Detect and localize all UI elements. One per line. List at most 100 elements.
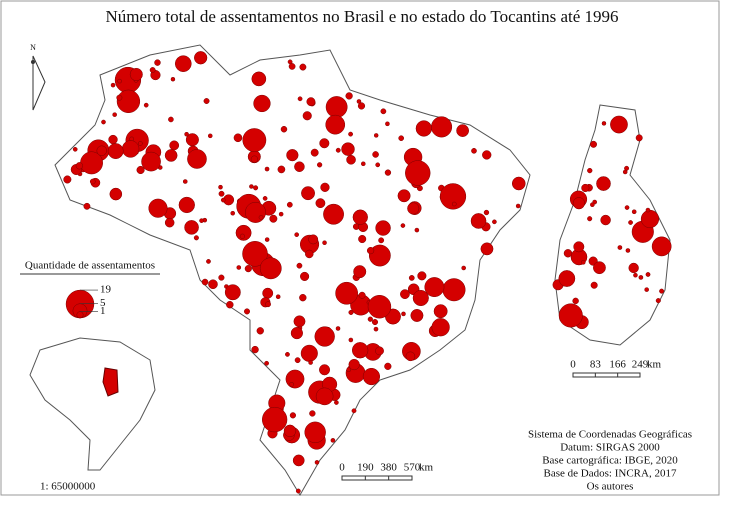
settlement-dot	[193, 235, 199, 241]
settlement-dot	[299, 294, 307, 302]
settlement-dot	[366, 246, 375, 255]
settlement-dot	[398, 135, 405, 142]
settlement-dot	[348, 309, 354, 315]
scale-unit: km	[419, 462, 434, 474]
settlement-dot	[283, 424, 297, 438]
settlement-dot	[601, 121, 607, 126]
settlement-dot	[308, 360, 313, 365]
settlement-dot	[587, 216, 593, 222]
settlement-dot	[600, 214, 611, 226]
settlement-dot	[628, 262, 639, 274]
settlement-dot	[348, 337, 354, 343]
settlement-dot	[412, 289, 429, 307]
settlement-dot	[335, 147, 341, 153]
settlement-dot	[407, 202, 420, 215]
settlement-dot	[572, 197, 585, 210]
settlement-dot	[72, 146, 78, 152]
settlement-dot	[590, 202, 595, 207]
settlement-dot	[285, 369, 305, 389]
settlement-dot	[264, 237, 270, 242]
settlement-dot	[361, 161, 366, 167]
settlement-dot	[345, 92, 353, 100]
settlement-dot	[638, 275, 644, 280]
settlement-dot	[346, 154, 356, 165]
scale-label: 166	[609, 359, 626, 371]
settlement-dot	[408, 275, 415, 281]
settlement-dot	[417, 271, 427, 281]
settlement-dot	[275, 294, 281, 300]
settlement-dot	[624, 205, 630, 210]
settlement-dot	[96, 145, 107, 156]
settlement-dots	[63, 51, 672, 494]
settlement-dot	[277, 165, 286, 174]
settlement-dot	[558, 270, 576, 287]
settlement-dot	[63, 175, 72, 184]
settlement-dot	[659, 288, 665, 294]
settlement-dot	[218, 184, 223, 190]
settlement-dot	[471, 147, 477, 154]
settlement-dot	[251, 345, 259, 354]
scale-label: 570	[404, 462, 421, 474]
settlement-dot	[141, 151, 161, 172]
settlement-dot	[295, 488, 301, 494]
settlement-dot	[348, 358, 360, 371]
settlement-dot	[397, 189, 411, 203]
settlement-dot	[306, 97, 316, 107]
settlement-dot	[121, 140, 140, 158]
info-line: Base de Dados: INCRA, 2017	[544, 468, 677, 480]
inset-scale: 1: 65000000	[40, 481, 96, 493]
settlement-dot	[451, 201, 457, 207]
settlement-dot	[136, 165, 145, 175]
settlement-dot	[461, 265, 466, 271]
settlement-dot	[330, 438, 336, 443]
settlement-dot	[199, 218, 204, 223]
settlement-dot	[380, 108, 387, 115]
settlement-dot	[384, 169, 392, 176]
settlement-dot	[367, 295, 392, 319]
settlement-dot	[296, 262, 303, 269]
settlement-dot	[346, 367, 352, 373]
settlement-dot	[610, 115, 628, 134]
settlement-dot	[269, 214, 278, 223]
settlement-dot	[117, 78, 122, 84]
settlement-dot	[341, 142, 355, 156]
settlement-dot	[480, 242, 494, 256]
settlement-dot	[236, 265, 242, 270]
settlement-dot	[256, 327, 264, 335]
settlement-dot	[375, 346, 384, 356]
settlement-dot	[405, 160, 431, 186]
settlement-dot	[384, 362, 392, 370]
north-arrow: N	[30, 43, 46, 111]
settlement-dot	[317, 162, 323, 168]
settlement-dot	[285, 351, 290, 357]
settlement-dot	[367, 316, 373, 322]
settlement-dot	[297, 96, 303, 102]
settlement-dot	[587, 167, 593, 174]
settlement-dot	[184, 220, 199, 235]
settlement-dot	[573, 241, 585, 253]
settlement-dot	[168, 116, 174, 123]
settlement-dot	[581, 260, 586, 265]
info-line: Os autores	[587, 481, 634, 493]
settlement-dot	[655, 298, 661, 304]
info-line: Datum: SIRGAS 2000	[560, 442, 660, 454]
settlement-dot	[593, 261, 606, 275]
settlement-dot	[239, 233, 245, 239]
settlement-dot	[375, 220, 391, 236]
legend-value: 1	[100, 305, 106, 317]
settlement-dot	[442, 278, 466, 302]
settlement-dot	[164, 149, 178, 162]
settlement-dot	[207, 133, 213, 139]
inset-map: 1: 65000000	[29, 337, 156, 493]
info-line: Base cartográfica: IBGE, 2020	[542, 455, 678, 467]
settlement-dot	[651, 236, 672, 257]
settlement-dot	[368, 244, 391, 267]
settlement-dot	[203, 98, 210, 104]
legend-title: Quantidade de assentamentos	[25, 260, 155, 272]
settlement-dot	[315, 387, 334, 406]
settlement-dot	[250, 155, 258, 163]
settlement-dot	[385, 121, 390, 127]
settlement-dot	[294, 357, 301, 364]
settlement-dot	[258, 215, 264, 220]
